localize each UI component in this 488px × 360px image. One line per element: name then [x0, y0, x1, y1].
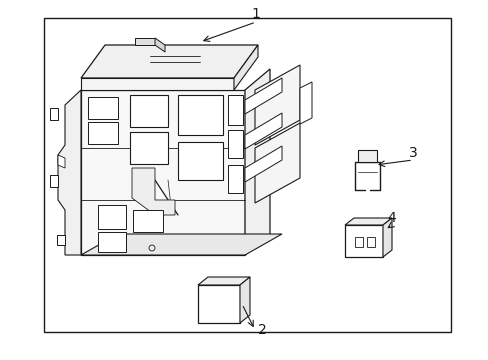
Bar	[345, 225, 382, 257]
Polygon shape	[254, 123, 299, 203]
Polygon shape	[81, 90, 244, 255]
Polygon shape	[81, 78, 234, 90]
Polygon shape	[81, 45, 258, 78]
Polygon shape	[244, 113, 282, 149]
Polygon shape	[244, 69, 269, 255]
Text: 2: 2	[257, 323, 266, 337]
Bar	[227, 130, 243, 158]
Polygon shape	[57, 235, 65, 245]
Polygon shape	[244, 146, 282, 182]
Polygon shape	[198, 277, 249, 285]
Polygon shape	[299, 82, 311, 124]
Polygon shape	[50, 175, 58, 187]
Bar	[198, 285, 240, 323]
Bar	[178, 142, 223, 180]
Polygon shape	[382, 218, 391, 257]
Bar	[98, 205, 126, 229]
Bar	[88, 122, 118, 144]
Bar	[366, 237, 374, 247]
Polygon shape	[155, 38, 164, 52]
Text: 1: 1	[251, 7, 260, 21]
Text: 3: 3	[408, 146, 417, 160]
Bar	[130, 132, 168, 164]
Polygon shape	[81, 234, 282, 255]
Bar	[98, 232, 126, 252]
Bar	[130, 95, 168, 127]
Text: 4: 4	[387, 211, 396, 225]
Polygon shape	[132, 168, 175, 215]
Polygon shape	[58, 90, 81, 255]
Bar	[178, 95, 223, 135]
Polygon shape	[345, 218, 391, 225]
Polygon shape	[234, 45, 258, 90]
Polygon shape	[50, 108, 58, 120]
Polygon shape	[240, 277, 249, 323]
Bar	[357, 150, 376, 162]
Bar	[227, 95, 243, 125]
Bar	[133, 210, 163, 232]
Polygon shape	[135, 38, 155, 45]
Polygon shape	[254, 65, 299, 145]
Bar	[227, 165, 243, 193]
Polygon shape	[244, 78, 282, 114]
Bar	[88, 97, 118, 119]
Bar	[354, 237, 362, 247]
Bar	[44, 18, 450, 332]
Polygon shape	[58, 155, 65, 168]
